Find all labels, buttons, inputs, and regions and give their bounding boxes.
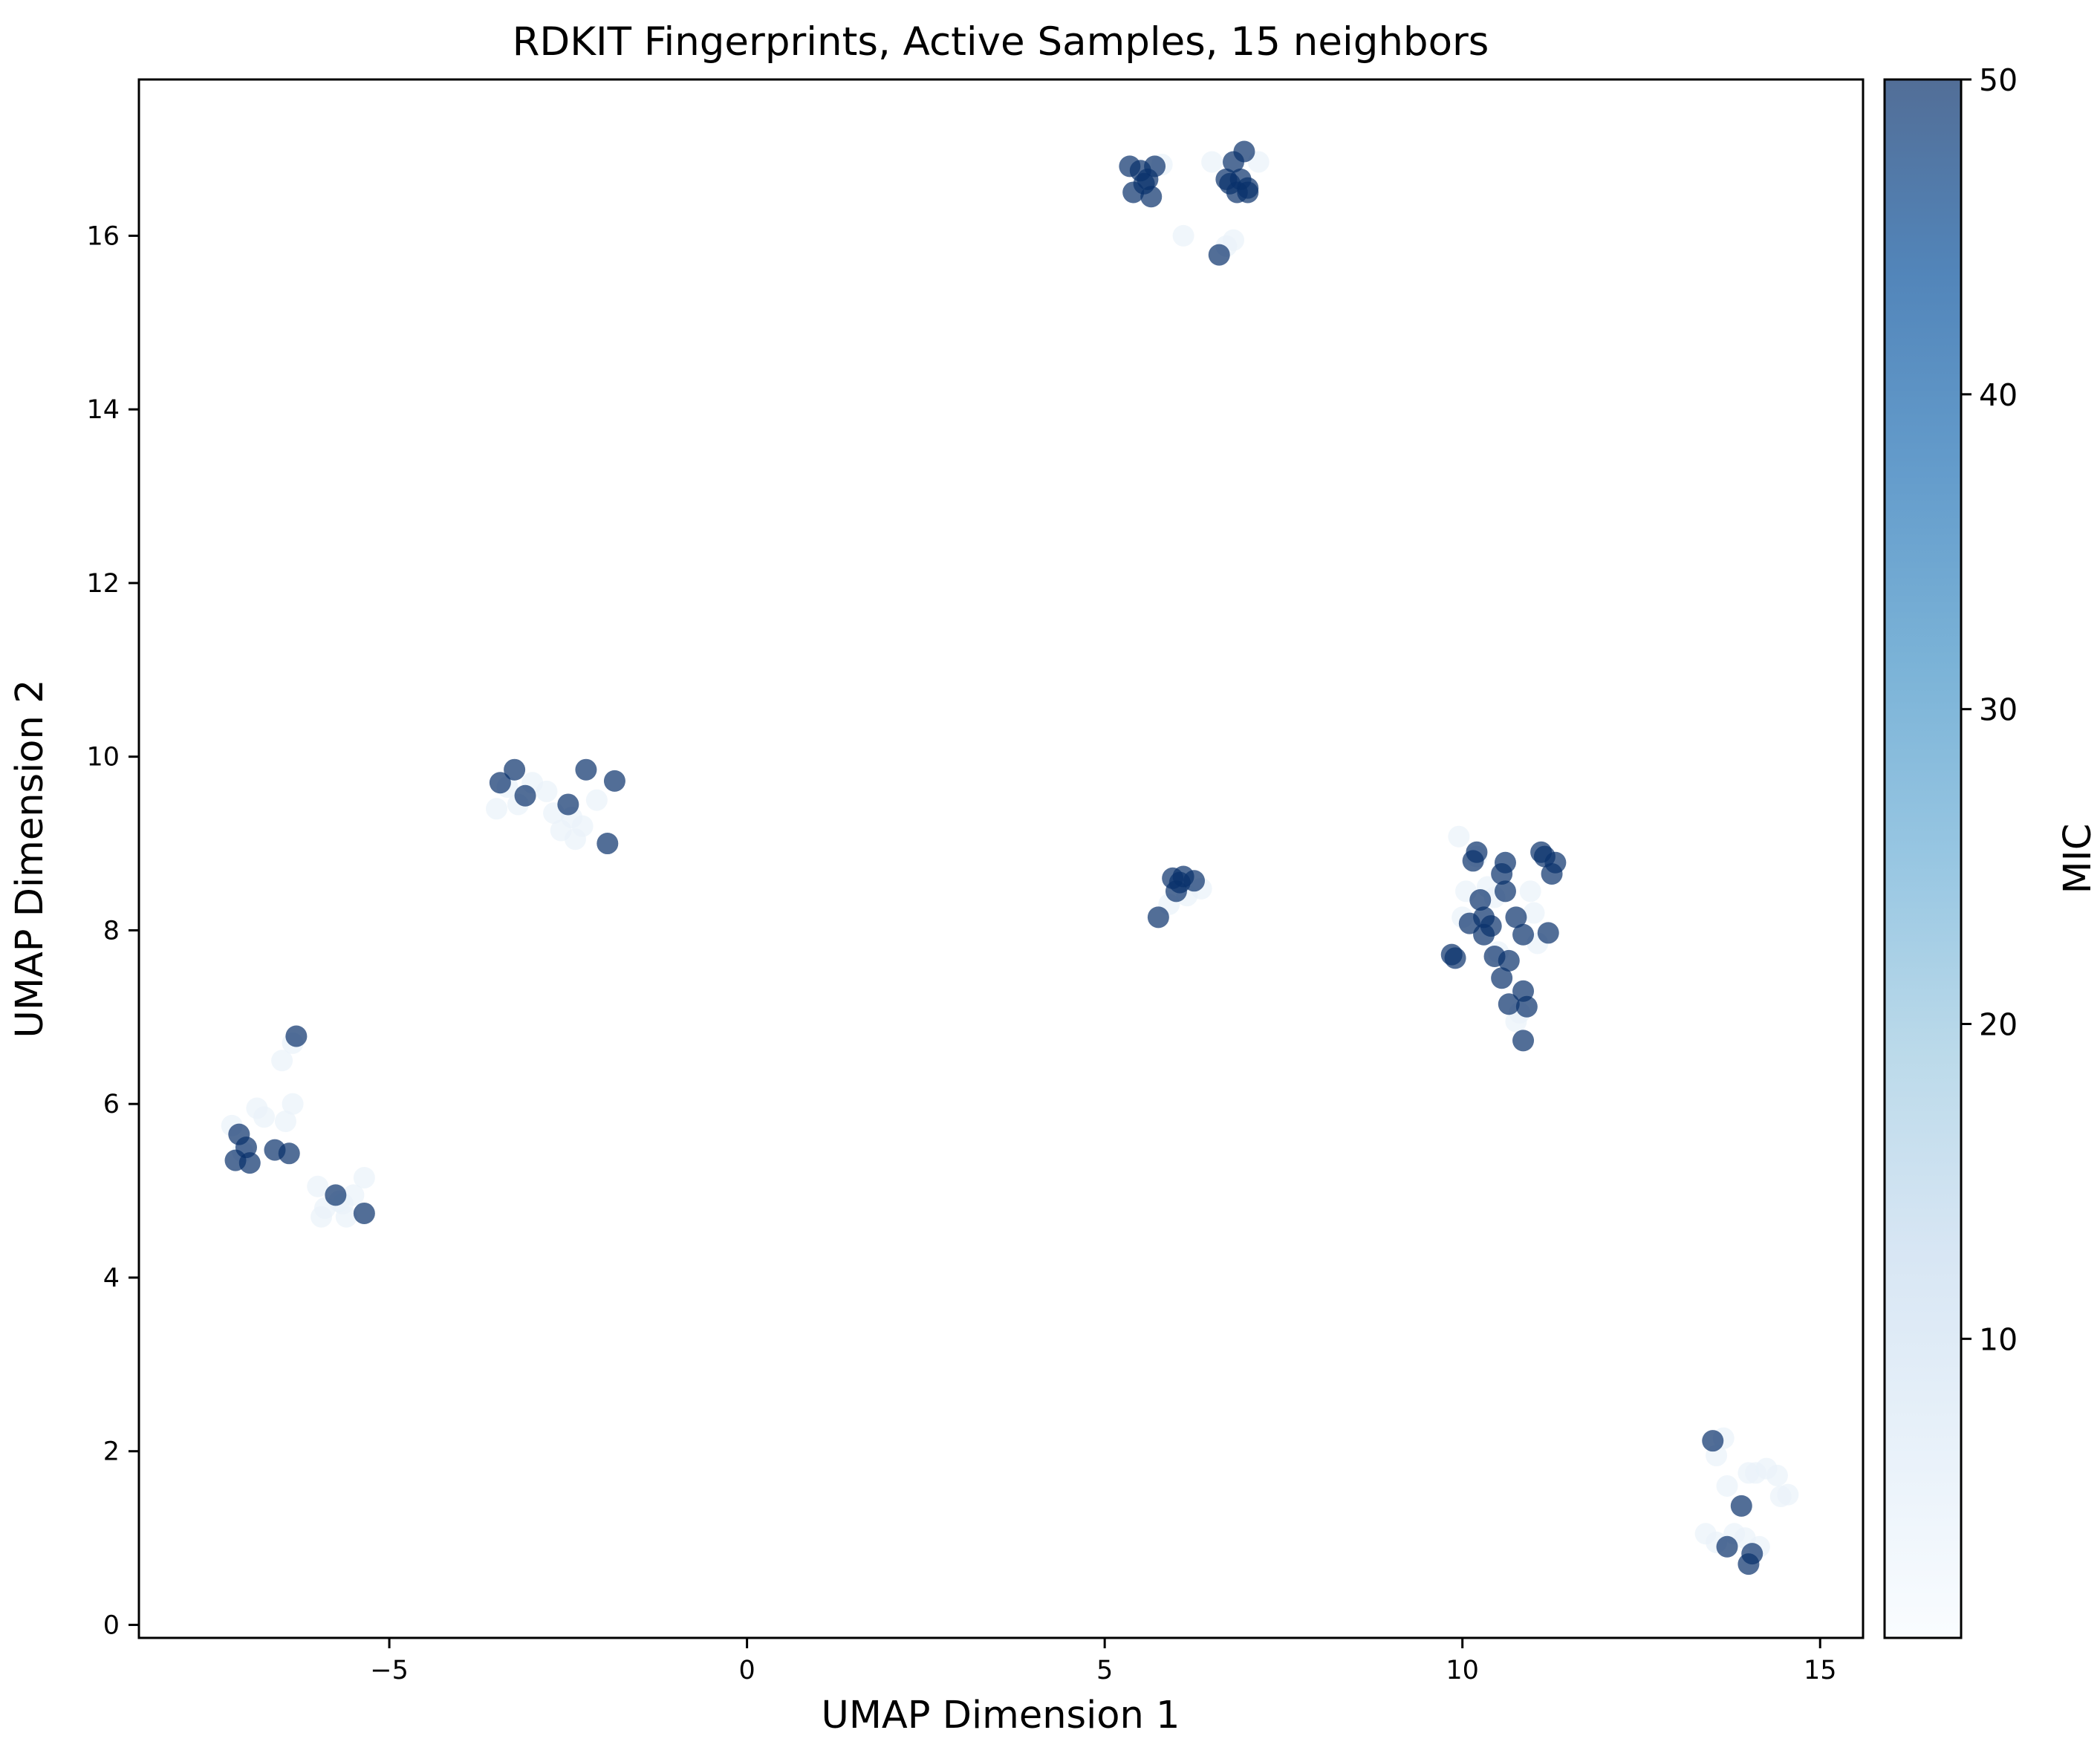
data-point: [1491, 967, 1513, 989]
y-axis: 0 2 4 6 8 10 12 14 16: [86, 221, 139, 1640]
data-point: [1201, 151, 1223, 173]
data-point: [1777, 1483, 1799, 1506]
data-point: [1537, 922, 1559, 944]
data-point: [1716, 1535, 1738, 1558]
plot-frame: [137, 78, 1865, 1639]
data-point: [1448, 825, 1470, 848]
x-tick-label: 0: [738, 1656, 755, 1685]
data-point: [514, 784, 536, 807]
data-point: [1208, 244, 1230, 266]
data-point: [1498, 949, 1520, 972]
x-tick-label: 5: [1096, 1656, 1113, 1685]
data-point: [325, 1184, 347, 1206]
data-point: [603, 770, 625, 792]
data-point: [271, 1050, 293, 1072]
data-point: [1702, 1430, 1724, 1452]
y-tick-label: 8: [103, 916, 120, 946]
data-point: [1730, 1495, 1752, 1517]
colorbar-tick-label: 10: [1979, 1321, 2018, 1357]
data-point: [353, 1167, 375, 1189]
data-point: [486, 798, 508, 820]
x-axis-label: UMAP Dimension 1: [822, 1694, 1180, 1737]
data-point: [1512, 923, 1535, 946]
data-point: [575, 758, 597, 781]
data-point: [307, 1175, 329, 1197]
data-point: [1741, 1543, 1763, 1565]
data-point: [1183, 870, 1206, 892]
points-layer: [221, 140, 1799, 1575]
data-point: [274, 1110, 296, 1133]
data-point: [1512, 1030, 1535, 1052]
data-point: [1494, 851, 1516, 874]
data-point: [253, 1106, 276, 1128]
data-point: [571, 815, 594, 837]
data-point: [1523, 902, 1545, 924]
y-tick-label: 16: [86, 221, 120, 251]
colorbar-axis: 10 20 30 40 50: [1961, 62, 2018, 1357]
colorbar-tick-label: 50: [1979, 62, 2018, 98]
data-point: [489, 772, 511, 794]
colorbar-label: MIC: [2056, 824, 2100, 894]
x-tick-label: 10: [1446, 1656, 1479, 1685]
data-point: [504, 758, 526, 781]
data-point: [311, 1206, 333, 1228]
y-tick-label: 2: [103, 1437, 120, 1467]
data-point: [585, 789, 608, 811]
data-point: [1494, 880, 1516, 903]
data-point: [1766, 1464, 1788, 1486]
y-tick-label: 10: [86, 743, 120, 773]
data-point: [238, 1152, 261, 1174]
data-point: [1544, 851, 1567, 874]
colorbar-tick-label: 20: [1979, 1007, 2018, 1043]
data-point: [557, 793, 579, 816]
data-point: [1519, 880, 1541, 903]
data-point: [1172, 224, 1194, 247]
x-tick-label: 15: [1804, 1656, 1837, 1685]
data-point: [1480, 915, 1502, 937]
x-axis: −5 0 5 10 15: [370, 1638, 1836, 1685]
colorbar: [1883, 78, 1963, 1639]
data-point: [353, 1202, 375, 1224]
y-tick-label: 4: [103, 1264, 120, 1293]
data-point: [536, 780, 558, 802]
data-point: [1515, 995, 1538, 1018]
data-point: [1233, 140, 1255, 163]
data-point: [596, 833, 619, 855]
data-point: [1469, 889, 1492, 911]
data-point: [1498, 993, 1520, 1015]
y-tick-label: 14: [86, 395, 120, 425]
data-point: [1466, 841, 1488, 863]
colorbar-tick-label: 40: [1979, 377, 2018, 413]
x-tick-label: −5: [370, 1656, 409, 1685]
data-point: [278, 1142, 300, 1165]
y-tick-label: 12: [86, 569, 120, 599]
data-point: [1444, 947, 1466, 969]
chart-title: RDKIT Fingerprints, Active Samples, 15 n…: [513, 19, 1489, 65]
data-point: [282, 1093, 304, 1115]
data-point: [1505, 906, 1527, 929]
y-tick-label: 0: [103, 1610, 120, 1640]
data-point: [1147, 906, 1169, 929]
colorbar-tick-label: 30: [1979, 692, 2018, 728]
y-tick-label: 6: [103, 1090, 120, 1119]
data-point: [1140, 186, 1163, 208]
data-point: [285, 1025, 308, 1047]
data-point: [1144, 155, 1166, 178]
data-point: [1237, 181, 1259, 204]
data-point: [1716, 1474, 1738, 1497]
y-axis-label: UMAP Dimension 2: [8, 680, 52, 1038]
